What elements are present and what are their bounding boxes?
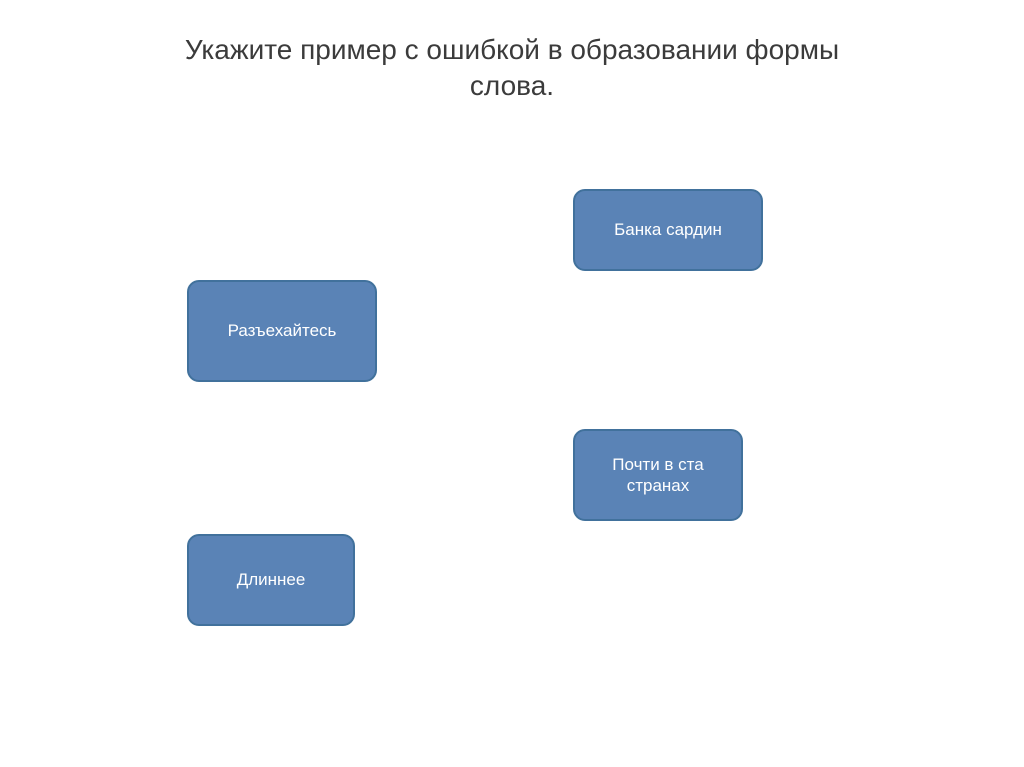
title-line-1: Укажите пример с ошибкой в образовании ф… [185, 34, 839, 65]
answer-option-4-label: Длиннее [237, 569, 306, 590]
answer-option-1[interactable]: Банка сардин [573, 189, 763, 271]
answer-option-2-label: Разъехайтесь [228, 320, 337, 341]
answer-option-1-label: Банка сардин [614, 219, 722, 240]
title-line-2: слова. [470, 70, 554, 101]
question-title: Укажите пример с ошибкой в образовании ф… [0, 32, 1024, 105]
answer-option-3-label: Почти в ста странах [585, 454, 731, 497]
answer-option-2[interactable]: Разъехайтесь [187, 280, 377, 382]
answer-option-3[interactable]: Почти в ста странах [573, 429, 743, 521]
answer-option-4[interactable]: Длиннее [187, 534, 355, 626]
